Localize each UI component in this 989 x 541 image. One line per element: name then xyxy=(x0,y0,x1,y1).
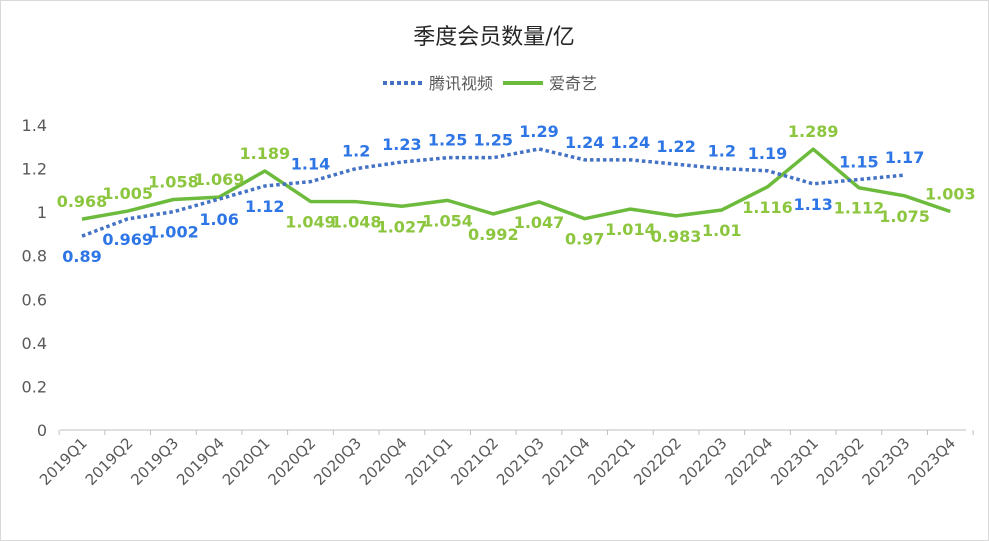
data-label-iqiyi: 1.069 xyxy=(194,170,245,189)
y-tick-label: 1 xyxy=(37,203,47,222)
data-label-iqiyi: 1.048 xyxy=(331,213,382,232)
data-label-iqiyi: 1.058 xyxy=(148,173,199,192)
data-label-iqiyi: 1.116 xyxy=(742,198,793,217)
data-label-tencent: 1.15 xyxy=(839,152,878,171)
data-label-iqiyi: 1.075 xyxy=(879,207,930,226)
series-line-iqiyi xyxy=(81,147,951,221)
data-label-iqiyi: 0.983 xyxy=(651,227,702,246)
data-label-iqiyi: 0.992 xyxy=(468,225,519,244)
y-tick-label: 0 xyxy=(37,421,47,440)
data-label-tencent: 1.24 xyxy=(565,133,604,152)
legend-label-iqiyi: 爱奇艺 xyxy=(549,74,597,93)
y-tick-label: 1.2 xyxy=(22,160,47,179)
data-label-iqiyi: 1.027 xyxy=(377,217,428,236)
data-label-iqiyi: 1.112 xyxy=(834,199,885,218)
series-lines xyxy=(81,147,951,238)
data-label-tencent: 1.2 xyxy=(342,142,370,161)
data-label-iqiyi: 1.005 xyxy=(102,184,153,203)
y-tick-label: 0.2 xyxy=(22,377,47,396)
series-line-tencent xyxy=(81,147,905,238)
y-tick-label: 1.4 xyxy=(22,116,47,135)
y-tick-label: 0.8 xyxy=(22,247,47,266)
data-label-tencent: 1.14 xyxy=(291,155,330,174)
data-label-iqiyi: 1.01 xyxy=(702,221,741,240)
data-label-tencent: 1.19 xyxy=(748,144,787,163)
data-label-tencent: 0.89 xyxy=(62,247,101,266)
data-label-tencent: 1.24 xyxy=(611,133,650,152)
legend: 腾讯视频 爱奇艺 xyxy=(383,74,597,93)
data-label-tencent: 1.12 xyxy=(245,197,284,216)
data-label-tencent: 1.13 xyxy=(793,195,832,214)
data-label-tencent: 1.23 xyxy=(382,135,421,154)
data-label-iqiyi: 0.968 xyxy=(57,192,108,211)
data-label-iqiyi: 1.289 xyxy=(788,122,839,141)
y-tick-label: 0.6 xyxy=(22,290,47,309)
legend-label-tencent: 腾讯视频 xyxy=(429,74,493,93)
data-label-tencent: 1.29 xyxy=(519,122,558,141)
data-label-iqiyi: 1.054 xyxy=(422,211,473,230)
data-label-iqiyi: 0.97 xyxy=(565,230,604,249)
data-label-tencent: 1.06 xyxy=(199,210,238,229)
data-label-tencent: 1.2 xyxy=(708,142,736,161)
data-label-iqiyi: 1.049 xyxy=(285,212,336,231)
data-label-tencent: 1.17 xyxy=(885,148,924,167)
data-label-iqiyi: 1.189 xyxy=(239,144,290,163)
data-label-tencent: 1.002 xyxy=(148,223,199,242)
data-label-iqiyi: 1.014 xyxy=(605,220,656,239)
data-label-iqiyi: 1.047 xyxy=(514,213,565,232)
data-label-iqiyi: 1.003 xyxy=(925,184,976,203)
data-label-tencent: 1.22 xyxy=(656,137,695,156)
data-label-tencent: 0.969 xyxy=(102,230,153,249)
data-label-tencent: 1.25 xyxy=(428,131,467,150)
data-label-tencent: 1.25 xyxy=(474,131,513,150)
chart-title: 季度会员数量/亿 xyxy=(413,25,574,50)
y-tick-label: 0.4 xyxy=(22,334,47,353)
y-axis: 0 0.2 0.4 0.6 0.8 1 1.2 1.4 xyxy=(22,116,47,440)
